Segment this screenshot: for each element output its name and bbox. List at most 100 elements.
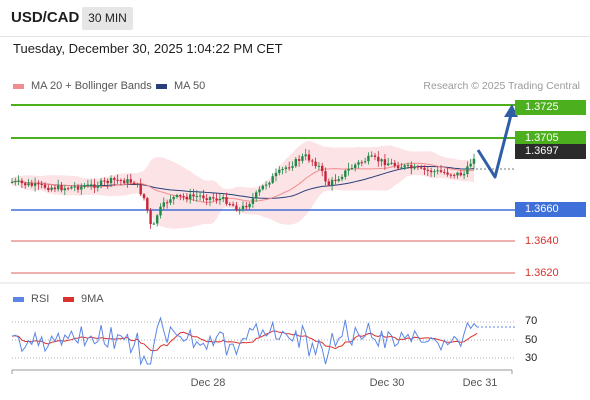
legend-ma20: MA 20 + Bollinger Bands [13, 80, 152, 92]
candle-body [218, 198, 222, 201]
candle-body [17, 180, 20, 182]
candle-body [462, 173, 466, 176]
timeframe-button[interactable]: 30 MIN [82, 7, 133, 30]
candle-body [459, 172, 462, 176]
header-divider [0, 36, 590, 37]
candle-body [377, 156, 380, 162]
candle-body [116, 179, 119, 181]
candle-body [172, 196, 175, 200]
candle-body [334, 179, 337, 181]
candle-body [202, 195, 205, 199]
candle-body [76, 186, 80, 190]
instrument-title: USD/CAD [11, 9, 80, 26]
candle-body [132, 182, 136, 184]
candle-body [255, 192, 258, 199]
candle-body [162, 202, 165, 207]
candle-body [357, 162, 360, 165]
candle-body [40, 183, 43, 185]
candle-body [416, 166, 420, 168]
current-price-label: 1.3697 [515, 144, 586, 159]
candle-body [83, 186, 86, 188]
candle-body [192, 194, 195, 197]
candle-body [396, 165, 400, 169]
candle-body [274, 172, 278, 177]
ma20-swatch [13, 83, 24, 89]
candle-body [238, 209, 241, 211]
rsi-swatch [13, 296, 24, 302]
ma50-swatch [156, 83, 167, 89]
candle-body [195, 195, 198, 197]
candle-body [103, 180, 106, 182]
candle-body [235, 205, 238, 211]
candle-body [469, 163, 472, 167]
candle-body [466, 166, 469, 174]
candle-body [403, 165, 406, 168]
candle-body [436, 170, 439, 172]
candle-body [449, 174, 453, 176]
candle-body [264, 184, 268, 186]
candle-body [149, 210, 152, 224]
candle-body [413, 166, 416, 169]
candle-body [327, 181, 330, 186]
candle-body [90, 184, 93, 186]
legend-9ma-label: 9MA [81, 293, 104, 305]
ma20-line [11, 162, 475, 203]
candle-body [123, 180, 126, 184]
candle-body [304, 154, 307, 157]
level-label-support-1: 1.3640 [525, 235, 559, 247]
candle-body [261, 185, 264, 190]
candle-body [426, 169, 429, 171]
forecast-arrow [476, 104, 518, 179]
candle-body [225, 197, 228, 204]
candle-body [80, 186, 83, 190]
rsi-9ma-line [11, 330, 478, 352]
candle-body [136, 183, 139, 185]
legend-rsi: RSI [13, 293, 49, 305]
candle-body [400, 167, 403, 169]
candle-body [387, 163, 390, 166]
rsi-level-50: 50 [525, 334, 538, 346]
candle-body [340, 176, 344, 180]
candle-body [393, 162, 396, 166]
candle-body [347, 168, 350, 171]
x-axis [11, 369, 513, 374]
candle-body [297, 159, 301, 161]
candle-body [60, 185, 63, 191]
candle-body [314, 161, 317, 167]
candle-body [139, 183, 142, 195]
candle-body [73, 186, 76, 188]
candle-body [37, 183, 40, 185]
candle-body [251, 198, 255, 204]
candle-body [423, 167, 426, 170]
candle-body [189, 194, 192, 200]
candle-body [10, 181, 14, 183]
candle-body [146, 198, 149, 211]
legend-rsi-label: RSI [31, 293, 50, 305]
candle-body [57, 185, 60, 190]
research-credit: Research © 2025 Trading Central [423, 80, 580, 92]
candle-body [119, 179, 123, 181]
candle-body [330, 179, 334, 186]
candle-body [248, 203, 251, 208]
candle-body [106, 180, 109, 184]
candle-body [63, 188, 66, 191]
candle-body [360, 162, 363, 164]
candle-body [30, 183, 33, 186]
candle-body [321, 165, 324, 172]
legend-ma50: MA 50 [156, 80, 205, 92]
forecast-path [476, 110, 514, 179]
candle-body [142, 194, 146, 199]
candle-body [208, 197, 212, 201]
candle-body [311, 160, 314, 162]
candle-body [33, 183, 37, 186]
header: USD/CAD 30 MIN [0, 0, 590, 36]
timestamp: Tuesday, December 30, 2025 1:04:22 PM CE… [13, 41, 283, 56]
candle-body [472, 158, 476, 164]
candle-body [433, 171, 436, 173]
candle-body [420, 167, 423, 169]
candle-body [429, 170, 433, 173]
candle-body [20, 180, 24, 184]
candle-body [231, 204, 235, 206]
candle-body [370, 155, 373, 157]
